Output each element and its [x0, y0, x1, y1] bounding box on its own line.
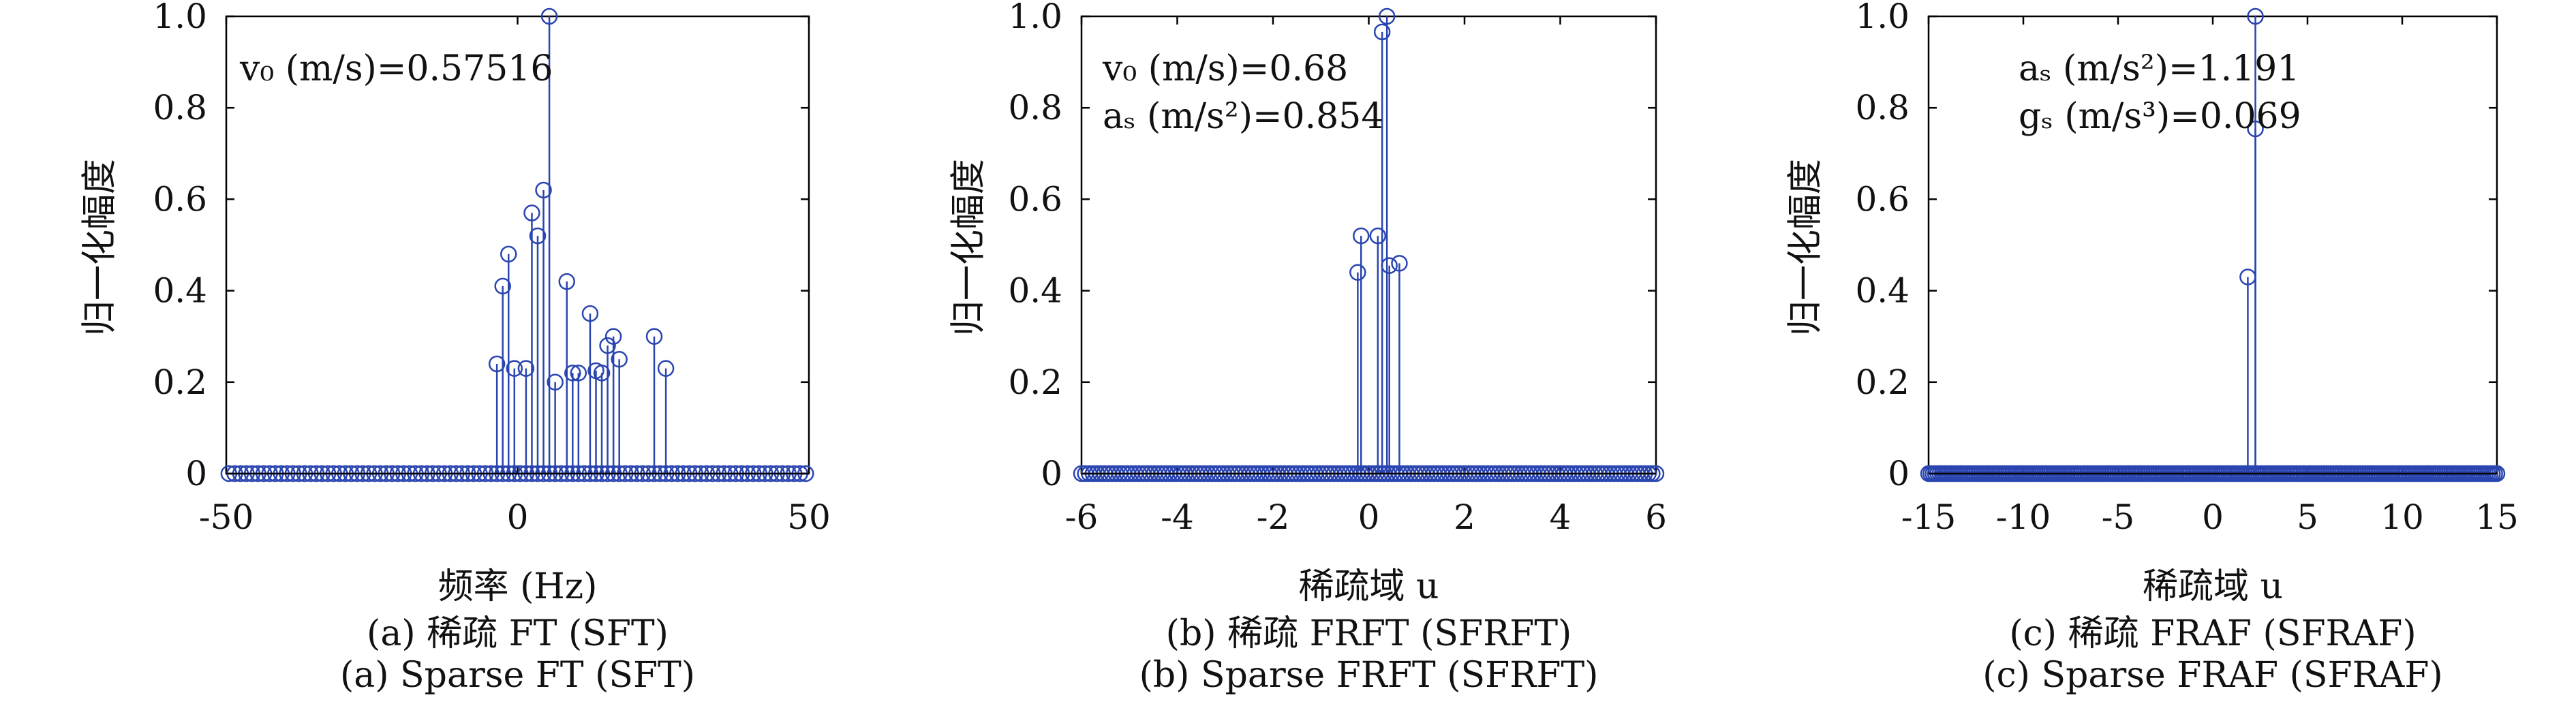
x-tick-label: -4 — [1161, 497, 1194, 537]
annotation: aₛ (m/s²)=1.191 — [2019, 48, 2299, 89]
stem-marker — [523, 204, 540, 221]
stem-marker — [593, 365, 611, 382]
stem-marker — [1353, 227, 1370, 245]
y-tick-label: 0.6 — [153, 179, 207, 219]
stem-marker — [657, 360, 675, 377]
stem-marker — [500, 245, 517, 263]
stem-marker — [564, 365, 581, 382]
x-tick-label: 2 — [1454, 497, 1475, 537]
x-tick-label: 15 — [2475, 497, 2519, 537]
annotation: aₛ (m/s²)=0.854 — [1103, 96, 1383, 137]
y-tick-label: 0.2 — [153, 363, 207, 402]
stem-marker — [1369, 227, 1387, 245]
y-tick-label: 0.4 — [1008, 271, 1062, 311]
panel-2: 0 0.2 0.4 0.6 0.8 1.0 -6 -4 -2 0 2 4 6 v₀ (m/s)=0.68 a… — [949, 0, 1667, 696]
stem-marker — [535, 181, 552, 199]
y-tick-label: 0 — [1041, 454, 1062, 493]
y-tick-label: 0 — [185, 454, 207, 493]
annotation: v₀ (m/s)=0.68 — [1102, 48, 1348, 89]
y-tick-label: 0.4 — [153, 271, 207, 311]
stem-marker — [581, 305, 599, 322]
x-tick-label: 5 — [2297, 497, 2318, 537]
y-tick-label: 0.4 — [1855, 271, 1910, 311]
y-axis-label: 归一化幅度 — [1785, 159, 1826, 336]
stem-marker — [1381, 257, 1398, 274]
caption-cn: (c) 稀疏 FRAF (SFRAF) — [2009, 613, 2416, 654]
y-axis-label: 归一化幅度 — [80, 159, 121, 336]
stem-marker — [488, 355, 506, 373]
stem-marker — [2247, 7, 2264, 25]
annotation: v₀ (m/s)=0.57516 — [239, 48, 553, 89]
x-tick-label: 10 — [2380, 497, 2424, 537]
y-tick-label: 0.8 — [1008, 88, 1062, 127]
x-tick-label: 50 — [787, 497, 831, 537]
y-tick-label: 0.8 — [153, 88, 207, 127]
y-axis-label: 归一化幅度 — [949, 159, 990, 336]
stem-marker — [611, 351, 628, 368]
panel-1: 0 0.2 0.4 0.6 0.8 1.0 -50 0 50 v₀ (m/s)=0.57516 频率… — [80, 0, 831, 696]
x-tick-label: -6 — [1065, 497, 1099, 537]
y-tick-label: 0.2 — [1008, 363, 1062, 402]
x-tick-label: -5 — [2102, 497, 2135, 537]
x-tick-label: 6 — [1645, 497, 1667, 537]
x-tick-label: 0 — [507, 497, 529, 537]
stem-marker — [1378, 7, 1396, 25]
stem-marker — [547, 373, 564, 391]
stem-marker — [1391, 255, 1408, 272]
caption-en: (b) Sparse FRFT (SFRFT) — [1139, 655, 1599, 696]
y-tick-label: 0.6 — [1008, 179, 1062, 219]
stem-marker — [1373, 23, 1391, 41]
x-tick-label: -50 — [199, 497, 254, 537]
x-tick-label: -15 — [1901, 497, 1957, 537]
stem-marker — [604, 328, 622, 345]
y-tick-label: 0.2 — [1855, 363, 1910, 402]
y-tick-label: 0 — [1888, 454, 1910, 493]
stem-marker — [506, 360, 523, 377]
stem-marker — [558, 273, 575, 290]
x-tick-label: 0 — [2202, 497, 2224, 537]
caption-cn: (b) 稀疏 FRFT (SFRFT) — [1166, 613, 1572, 654]
x-tick-label: -10 — [1996, 497, 2051, 537]
stem-marker — [645, 328, 663, 345]
stem-marker — [517, 360, 535, 377]
x-tick-label: 4 — [1550, 497, 1571, 537]
x-tick-label: -2 — [1257, 497, 1290, 537]
panel-3: 0 0.2 0.4 0.6 0.8 1.0 -15 -10 -5 0 5 10 15 aₛ (m/s²)=… — [1785, 0, 2519, 696]
stem-marker — [570, 365, 587, 382]
stem-marker — [1349, 264, 1366, 281]
caption-en: (c) Sparse FRAF (SFRAF) — [1982, 655, 2442, 696]
caption-cn: (a) 稀疏 FT (SFT) — [367, 613, 669, 654]
x-axis-label: 稀疏域 u — [1298, 566, 1439, 607]
stem-marker — [494, 277, 511, 295]
y-tick-label: 1.0 — [153, 0, 207, 36]
stem-marker — [529, 227, 547, 245]
y-tick-label: 0.6 — [1855, 179, 1910, 219]
caption-en: (a) Sparse FT (SFT) — [340, 655, 695, 696]
stem-marker — [540, 7, 558, 25]
stem-marker — [2247, 120, 2264, 138]
y-tick-label: 0.8 — [1855, 88, 1910, 127]
x-tick-label: 0 — [1358, 497, 1380, 537]
y-tick-label: 1.0 — [1008, 0, 1062, 36]
y-tick-label: 1.0 — [1855, 0, 1910, 36]
stem-marker — [599, 337, 616, 354]
x-axis-label: 频率 (Hz) — [438, 566, 598, 607]
annotation: gₛ (m/s³)=0.069 — [2019, 96, 2301, 137]
x-axis-label: 稀疏域 u — [2143, 566, 2283, 607]
